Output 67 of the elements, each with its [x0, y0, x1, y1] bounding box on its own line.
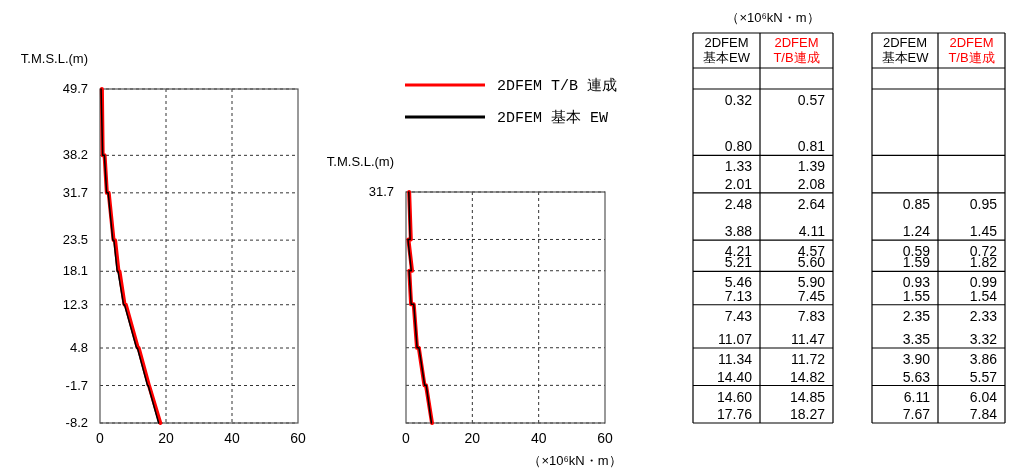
text: 4.11 — [798, 223, 825, 240]
x-tick-label: 40 — [530, 430, 547, 446]
text: 2.64 — [797, 195, 825, 212]
text: 0.81 — [797, 138, 825, 155]
y-tick-label: 31.7 — [62, 184, 88, 200]
y-tick-label: 4.8 — [69, 340, 88, 356]
text: 3.35 — [902, 331, 930, 348]
text: 7.43 — [724, 307, 752, 324]
x-tick-label: 20 — [464, 430, 481, 446]
text: 11.47 — [791, 331, 825, 348]
category-label: 2DFEM T/B連成 — [773, 35, 820, 65]
text: 1.39 — [797, 158, 825, 175]
x-axis-title: （×10⁶kN・m） — [528, 453, 622, 468]
text: 2.33 — [969, 307, 997, 324]
text: 0.80 — [724, 138, 752, 155]
text: 17.76 — [716, 406, 752, 422]
x-tick-label: 0 — [402, 430, 411, 446]
y-tick-label: -1.7 — [65, 377, 88, 393]
text: 18.27 — [789, 406, 825, 422]
text: 0.32 — [724, 92, 752, 108]
text: 5.57 — [969, 368, 997, 385]
text: 2.08 — [797, 175, 825, 192]
text: 11.34 — [718, 351, 752, 368]
text: 2.01 — [724, 175, 752, 192]
text: 7.67 — [902, 406, 930, 422]
text: 14.85 — [789, 388, 825, 405]
text: 5.63 — [902, 368, 930, 385]
text: 11.07 — [718, 331, 752, 348]
text: 7.84 — [969, 406, 997, 422]
y-tick-label: 38.2 — [62, 147, 88, 163]
x-tick-label: 40 — [224, 430, 240, 446]
text: 3.88 — [724, 223, 752, 240]
text: 2.35 — [902, 307, 930, 324]
x-tick-label: 20 — [158, 430, 174, 446]
text: 2.48 — [724, 195, 752, 212]
text: 6.11 — [903, 388, 930, 405]
text: 11.72 — [791, 351, 825, 368]
y-axis-title: T.M.S.L.(m) — [20, 51, 88, 66]
text: 14.40 — [716, 368, 752, 385]
x-tick-label: 60 — [290, 430, 306, 446]
y-tick-label: 49.7 — [62, 81, 88, 96]
text: 1.33 — [724, 158, 752, 175]
text: 0.95 — [969, 195, 997, 212]
category-label: 2DFEM T/B連成 — [948, 35, 995, 65]
text: 3.90 — [902, 351, 930, 368]
y-axis-title: T.M.S.L.(m) — [326, 154, 394, 169]
y-tick-label: 18.1 — [62, 263, 88, 279]
y-tick-label: 23.5 — [62, 232, 88, 248]
text: 1.24 — [902, 223, 930, 240]
x-tick-label: 0 — [96, 430, 105, 446]
text: 0.85 — [902, 195, 930, 212]
text: 7.83 — [797, 307, 825, 324]
text: 3.32 — [969, 331, 997, 348]
category-label: 2DFEM 基本EW — [703, 35, 751, 65]
text: 14.82 — [789, 368, 825, 385]
text: （×10⁶kN・m） — [726, 10, 820, 25]
legend: 2DFEM T/B 連成 2DFEM 基本 EW — [405, 78, 617, 127]
text: 3.86 — [969, 351, 997, 368]
text: 14.60 — [716, 388, 752, 405]
x-tick-label: 60 — [597, 430, 613, 446]
text: 6.04 — [969, 388, 997, 405]
category-label: 2DFEM 基本EW — [881, 35, 930, 65]
y-tick-label: -8.2 — [65, 415, 88, 430]
text: 0.57 — [797, 92, 825, 108]
annotation: 31.7 — [368, 184, 394, 199]
text: 1.45 — [969, 223, 997, 240]
y-tick-label: 12.3 — [62, 296, 88, 312]
